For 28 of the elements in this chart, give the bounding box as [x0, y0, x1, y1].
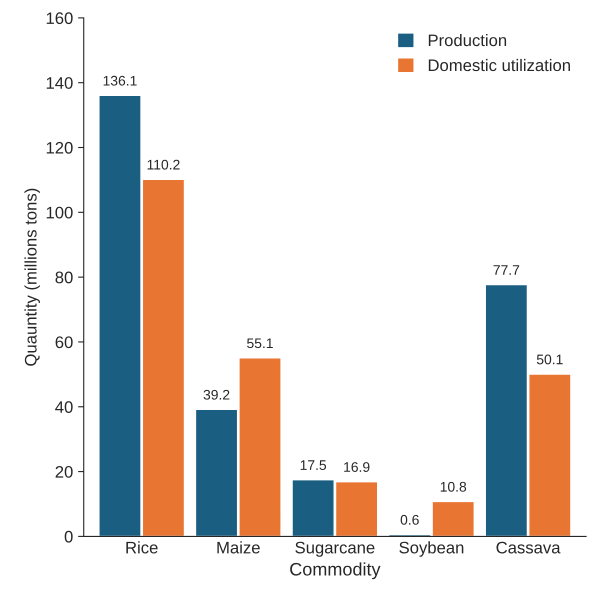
y-tick-label: 80 — [55, 272, 73, 284]
data-label: 17.5 — [300, 460, 326, 470]
y-tick-label: 100 — [46, 206, 73, 219]
x-tick-label: Rice — [126, 541, 158, 554]
data-label: 39.2 — [204, 390, 230, 400]
x-tick-label: Sugarcane — [295, 542, 374, 557]
x-axis-title: Commodity — [290, 562, 380, 580]
x-tick-label: Maize — [217, 541, 260, 554]
data-label: 50.1 — [536, 354, 563, 364]
y-tick-label: 140 — [46, 77, 73, 89]
y-tick-label: 60 — [56, 336, 73, 348]
data-label: 110.2 — [148, 160, 180, 170]
y-tick-label: 20 — [56, 466, 73, 478]
data-label: 10.8 — [440, 482, 466, 492]
data-label: 55.1 — [247, 338, 273, 348]
data-label: 77.7 — [494, 265, 520, 275]
y-tick-label: 160 — [46, 12, 73, 24]
y-tick-label: 0 — [64, 530, 73, 543]
data-label: 0.6 — [400, 514, 419, 525]
y-tick-label: 40 — [55, 401, 73, 413]
legend-label: Domestic utilization — [428, 58, 570, 72]
data-label: 16.9 — [344, 462, 370, 472]
y-tick-label: 120 — [46, 142, 73, 154]
x-tick-label: Cassava — [496, 542, 560, 554]
x-tick-label: Soybean — [399, 541, 464, 557]
y-axis-title: Quauntity (millions tons) — [24, 188, 40, 366]
legend-label: Production — [428, 34, 506, 46]
data-label: 136.1 — [104, 76, 137, 86]
